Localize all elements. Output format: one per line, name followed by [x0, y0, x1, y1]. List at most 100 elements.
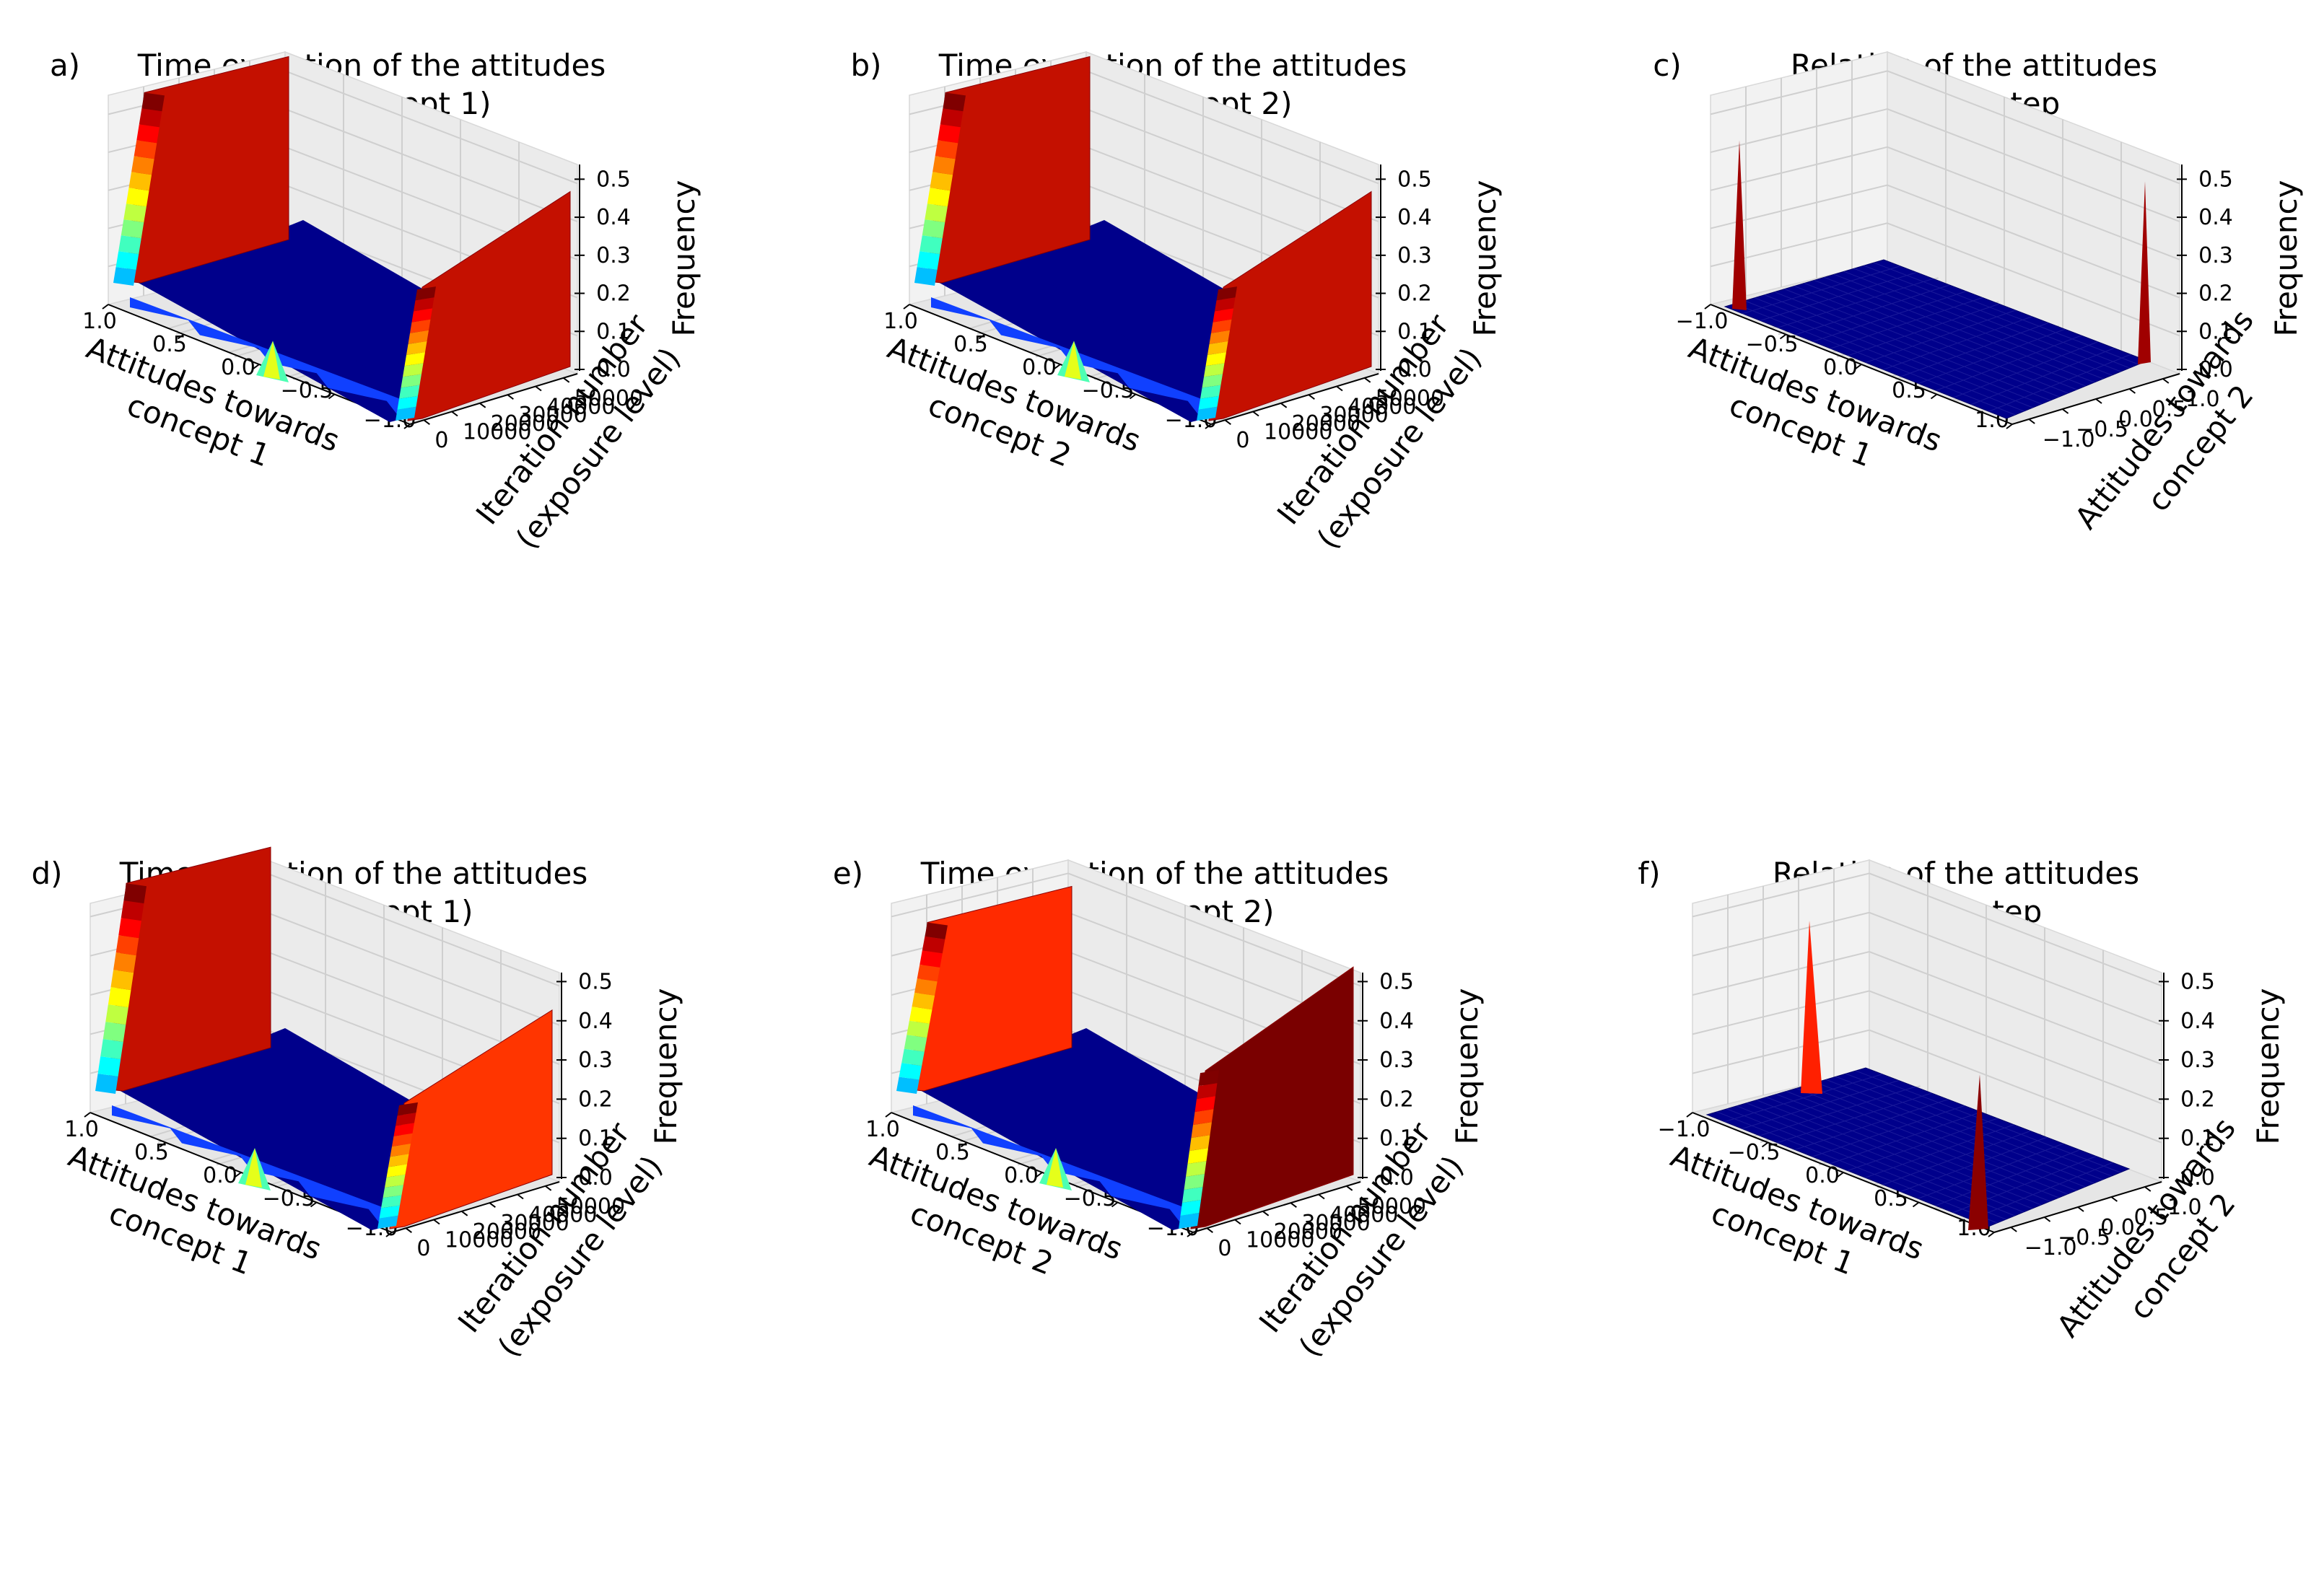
peak-wall-right-side	[1216, 286, 1237, 301]
peak-wall-left-side	[141, 92, 165, 112]
y-tick-label: 0	[1218, 1236, 1231, 1261]
peak-wall-right-side	[383, 1185, 403, 1198]
peak-wall-right-side	[1211, 319, 1232, 333]
z-axis: 0.0 0.1 0.2 0.3 0.4 0.5	[575, 165, 631, 382]
z-tick-label: 0.5	[596, 167, 631, 192]
peak-wall-left-side	[917, 251, 940, 270]
peak-wall-left-side	[940, 108, 964, 128]
peak-wall-left-side	[136, 124, 160, 144]
peak-wall-left-side	[925, 922, 948, 939]
peak-wall-right-side	[1209, 330, 1230, 344]
z-axis-label: Frequency	[1449, 988, 1485, 1145]
z-tick-label: 0.1	[1397, 319, 1432, 344]
y-tick-label: 10000	[463, 420, 531, 445]
z-tick-label: 0.3	[2180, 1048, 2215, 1073]
y-tick-label: 1.0	[2185, 387, 2220, 412]
y-tick-label: −1.0	[2024, 1235, 2077, 1260]
peak-wall-right-side	[1189, 1135, 1210, 1152]
peak-wall-right-side	[1184, 1174, 1205, 1190]
z-tick-label: 0.2	[578, 1087, 613, 1112]
peak-wall-right-side	[399, 385, 420, 399]
panel-letter: f)	[1638, 856, 1660, 891]
z-tick-label: 0.2	[596, 281, 631, 307]
peak-wall-right-side	[403, 363, 424, 377]
z-axis: 0.0 0.1 0.2 0.3 0.4 0.5	[556, 969, 613, 1190]
peak-wall-right-side	[386, 1164, 407, 1178]
peak-wall-left-side	[134, 140, 157, 159]
peak-wall-right-side	[1186, 1161, 1207, 1177]
surface	[914, 56, 1372, 422]
z-tick-label: 0.0	[1397, 357, 1432, 382]
z-axis: 0.0 0.1 0.2 0.3 0.4 0.5	[2159, 969, 2215, 1190]
peak-wall-right-side	[1204, 363, 1225, 377]
z-tick-label: 0.1	[1379, 1126, 1414, 1152]
peak-wall-right-side	[1182, 1187, 1203, 1203]
peak-b	[1968, 1074, 1988, 1230]
y-tick-label: 50000	[1358, 1194, 1426, 1219]
x-tick-label: 0.5	[134, 1140, 169, 1165]
y-tick-label: 0	[416, 1236, 430, 1261]
peak-wall-left-side	[123, 883, 147, 904]
y-tick-label: 10000	[1264, 420, 1332, 445]
peak-wall-left-side	[113, 267, 136, 286]
y-tick-label: 20000	[491, 411, 559, 437]
z-tick-label: 0.5	[1397, 167, 1432, 192]
peak-wall-right-side	[396, 1113, 416, 1126]
z-tick-label: 0.3	[578, 1048, 613, 1073]
z-axis-label: Frequency	[666, 180, 702, 337]
y-tick-label: 0.5	[2152, 397, 2187, 422]
peak-wall-left-side	[126, 188, 149, 207]
y-tick-label: 20000	[473, 1219, 541, 1245]
peak-wall-left-side	[115, 935, 139, 956]
y-tick-label: 30000	[500, 1211, 569, 1236]
peak-wall-left-side	[118, 918, 141, 939]
peak-wall-left-side	[904, 1035, 927, 1052]
peak-wall-right-side	[408, 330, 429, 344]
peak-wall-right-side	[1198, 1070, 1219, 1087]
y-tick-label: −0.5	[2058, 1225, 2110, 1250]
peak-wall-left-side	[914, 267, 938, 286]
x-tick-label: 0.5	[953, 332, 988, 357]
peak-wall-left-side	[907, 1020, 930, 1038]
peak-wall-right-side	[1194, 1096, 1215, 1113]
y-tick-label: 40000	[1347, 395, 1416, 420]
x-tick-label: 0.0	[1022, 355, 1057, 380]
panel-letter: a)	[50, 48, 80, 83]
peak-wall-right-side	[1205, 352, 1226, 367]
peak-wall-left-side	[115, 251, 139, 270]
x-tick-label: −0.5	[1728, 1140, 1781, 1165]
peak-wall-left-side	[118, 235, 141, 255]
peak-wall-left-side	[935, 140, 958, 159]
z-tick-label: 0.5	[2198, 167, 2233, 192]
surface	[95, 846, 553, 1230]
x-tick-label: 0.5	[935, 1140, 970, 1165]
y-axis: −1.0−0.50.00.51.0	[2011, 373, 2220, 452]
surface	[113, 56, 571, 422]
peak-wall-left-side	[922, 219, 945, 239]
surface	[896, 885, 1354, 1230]
peak-wall-right-side	[385, 1174, 406, 1188]
z-axis-label: Frequency	[1467, 180, 1503, 337]
z-tick-label: 0.2	[2180, 1087, 2215, 1112]
panel-b: b)Time evolution of the attitudes(toward…	[850, 48, 1503, 556]
z-axis: 0.0 0.1 0.2 0.3 0.4 0.5	[1358, 969, 1414, 1190]
peak-center-highlight	[245, 1148, 262, 1188]
peak-wall-left-side	[97, 1056, 121, 1076]
panel-e: e)Time evolution of the attitudes(toward…	[833, 856, 1485, 1364]
peak-wall-right-side	[414, 297, 434, 312]
z-axis-label: Frequency	[2250, 988, 2286, 1145]
y-tick-label: 30000	[518, 403, 587, 428]
surface	[1705, 921, 2131, 1230]
y-axis: −1.0−0.50.00.51.0	[1993, 1181, 2202, 1260]
y-tick-label: 0	[1236, 428, 1249, 453]
peak-wall-right-side	[404, 352, 425, 367]
peak-wall-right-side	[1179, 1213, 1200, 1229]
peak-wall-right-side	[397, 395, 418, 410]
z-tick-label: 0.2	[2198, 281, 2233, 307]
y-tick-label: 0.0	[2100, 1215, 2135, 1240]
peak-center-highlight	[1065, 341, 1081, 380]
x-tick-label: 0.0	[221, 355, 255, 380]
